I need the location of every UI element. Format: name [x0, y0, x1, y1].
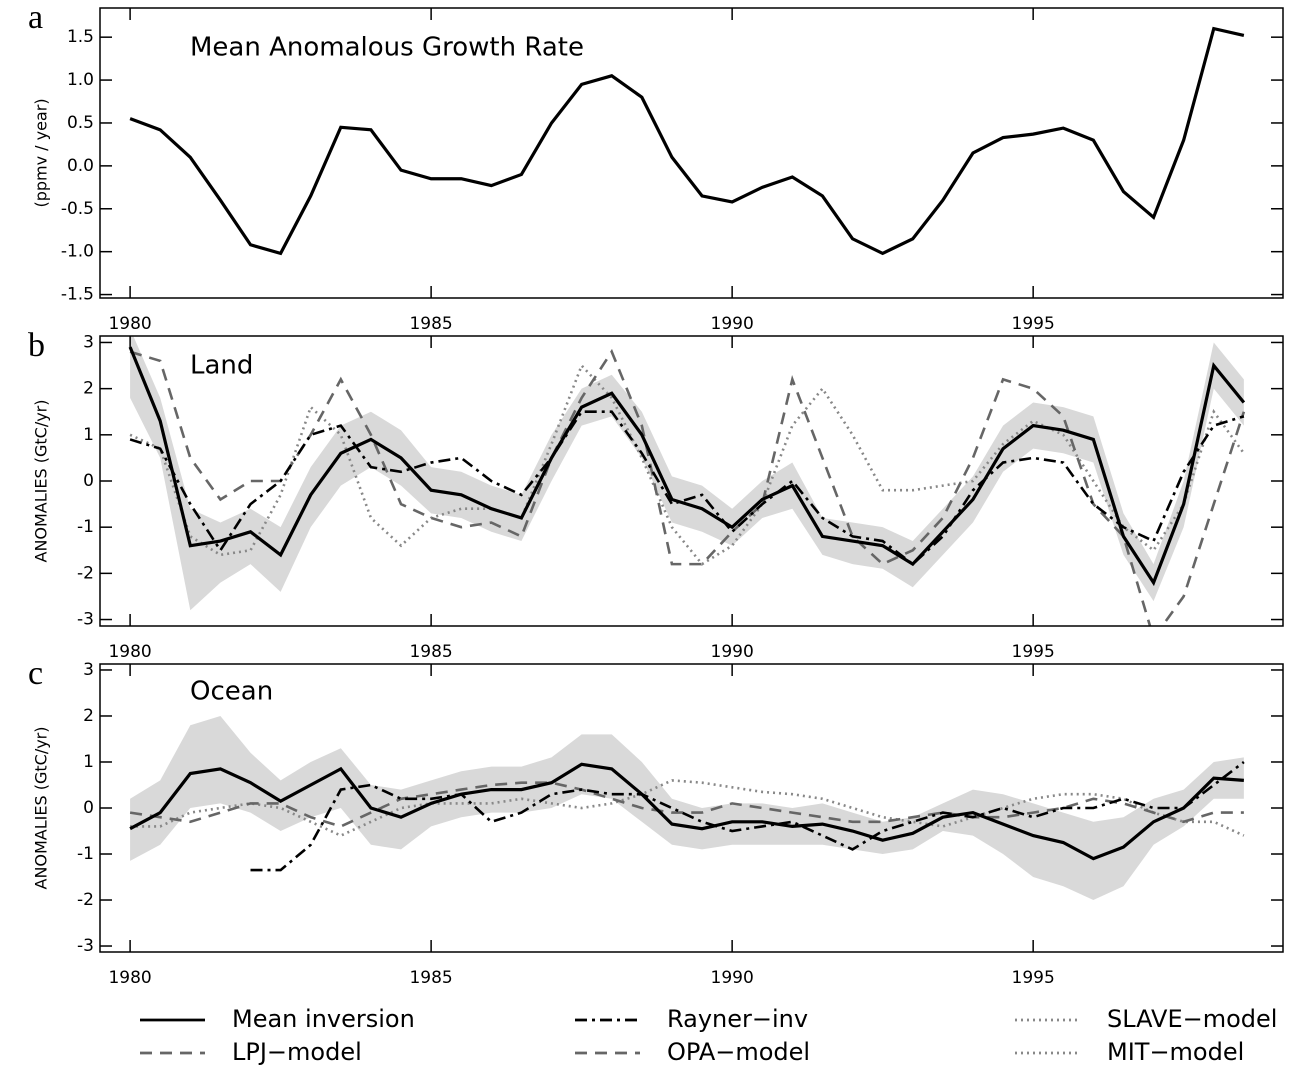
y-axis-label: ANOMALIES (GtC/yr) [32, 399, 51, 562]
series-line [130, 779, 1245, 838]
plot-frame [99, 7, 1284, 299]
legend-label: SLAVE−model [1107, 1005, 1277, 1033]
x-tick-label: 1985 [409, 968, 452, 988]
x-tick-label: 1995 [1012, 968, 1055, 988]
legend-label: Mean inversion [232, 1005, 415, 1033]
y-tick-label: 0.5 [67, 113, 94, 133]
y-axis-label: (ppmv / year) [32, 98, 51, 207]
y-tick-label: 1.0 [67, 70, 94, 90]
y-tick-label: 0.0 [67, 156, 94, 176]
panel-title: Mean Anomalous Growth Rate [190, 33, 584, 63]
legend-label: LPJ−model [232, 1038, 362, 1066]
y-tick-label: -2 [77, 890, 94, 910]
y-tick-label: 3 [83, 660, 94, 680]
series-line [129, 26, 1245, 256]
y-tick-label: -3 [77, 610, 94, 630]
y-tick-label: -1 [77, 844, 94, 864]
y-tick-label: 1 [83, 752, 94, 772]
y-tick-label: 0 [83, 471, 94, 491]
x-tick-label: 1980 [108, 642, 151, 662]
series-line [129, 781, 1244, 828]
legend-label: MIT−model [1107, 1038, 1244, 1066]
y-tick-label: 2 [83, 379, 94, 399]
y-tick-label: -1.5 [61, 285, 94, 305]
x-tick-label: 1980 [108, 968, 151, 988]
series-line [129, 348, 1246, 626]
y-axis-label: ANOMALIES (GtC/yr) [32, 726, 51, 889]
x-tick-label: 1985 [409, 314, 452, 334]
y-tick-label: 2 [83, 706, 94, 726]
x-tick-label: 1995 [1012, 314, 1055, 334]
panel-label: b [28, 327, 45, 364]
y-tick-label: -1.0 [61, 242, 94, 262]
x-tick-label: 1985 [409, 642, 452, 662]
y-tick-label: -3 [77, 936, 94, 956]
y-tick-label: 0 [83, 798, 94, 818]
y-tick-label: -1 [77, 517, 94, 537]
legend-label: Rayner−inv [667, 1005, 808, 1033]
x-tick-label: 1990 [711, 968, 754, 988]
x-tick-label: 1990 [711, 642, 754, 662]
y-tick-label: 3 [83, 332, 94, 352]
x-tick-label: 1990 [711, 314, 754, 334]
y-tick-label: 1 [83, 425, 94, 445]
y-tick-label: -2 [77, 563, 94, 583]
y-tick-label: -0.5 [61, 199, 94, 219]
series-line [129, 410, 1245, 566]
panel-title: Land [190, 351, 253, 381]
x-tick-label: 1980 [108, 314, 151, 334]
legend-label: OPA−model [667, 1038, 810, 1066]
uncertainty-band [130, 715, 1244, 901]
y-tick-label: 1.5 [67, 27, 94, 47]
series-line [250, 760, 1245, 872]
series-line [128, 346, 1246, 587]
series-line [129, 363, 1245, 566]
uncertainty-band [130, 336, 1244, 611]
series-line [129, 762, 1244, 861]
panel-label: c [28, 655, 43, 692]
x-tick-label: 1995 [1012, 642, 1055, 662]
panel-label: a [28, 0, 43, 36]
panel-title: Ocean [190, 677, 273, 707]
